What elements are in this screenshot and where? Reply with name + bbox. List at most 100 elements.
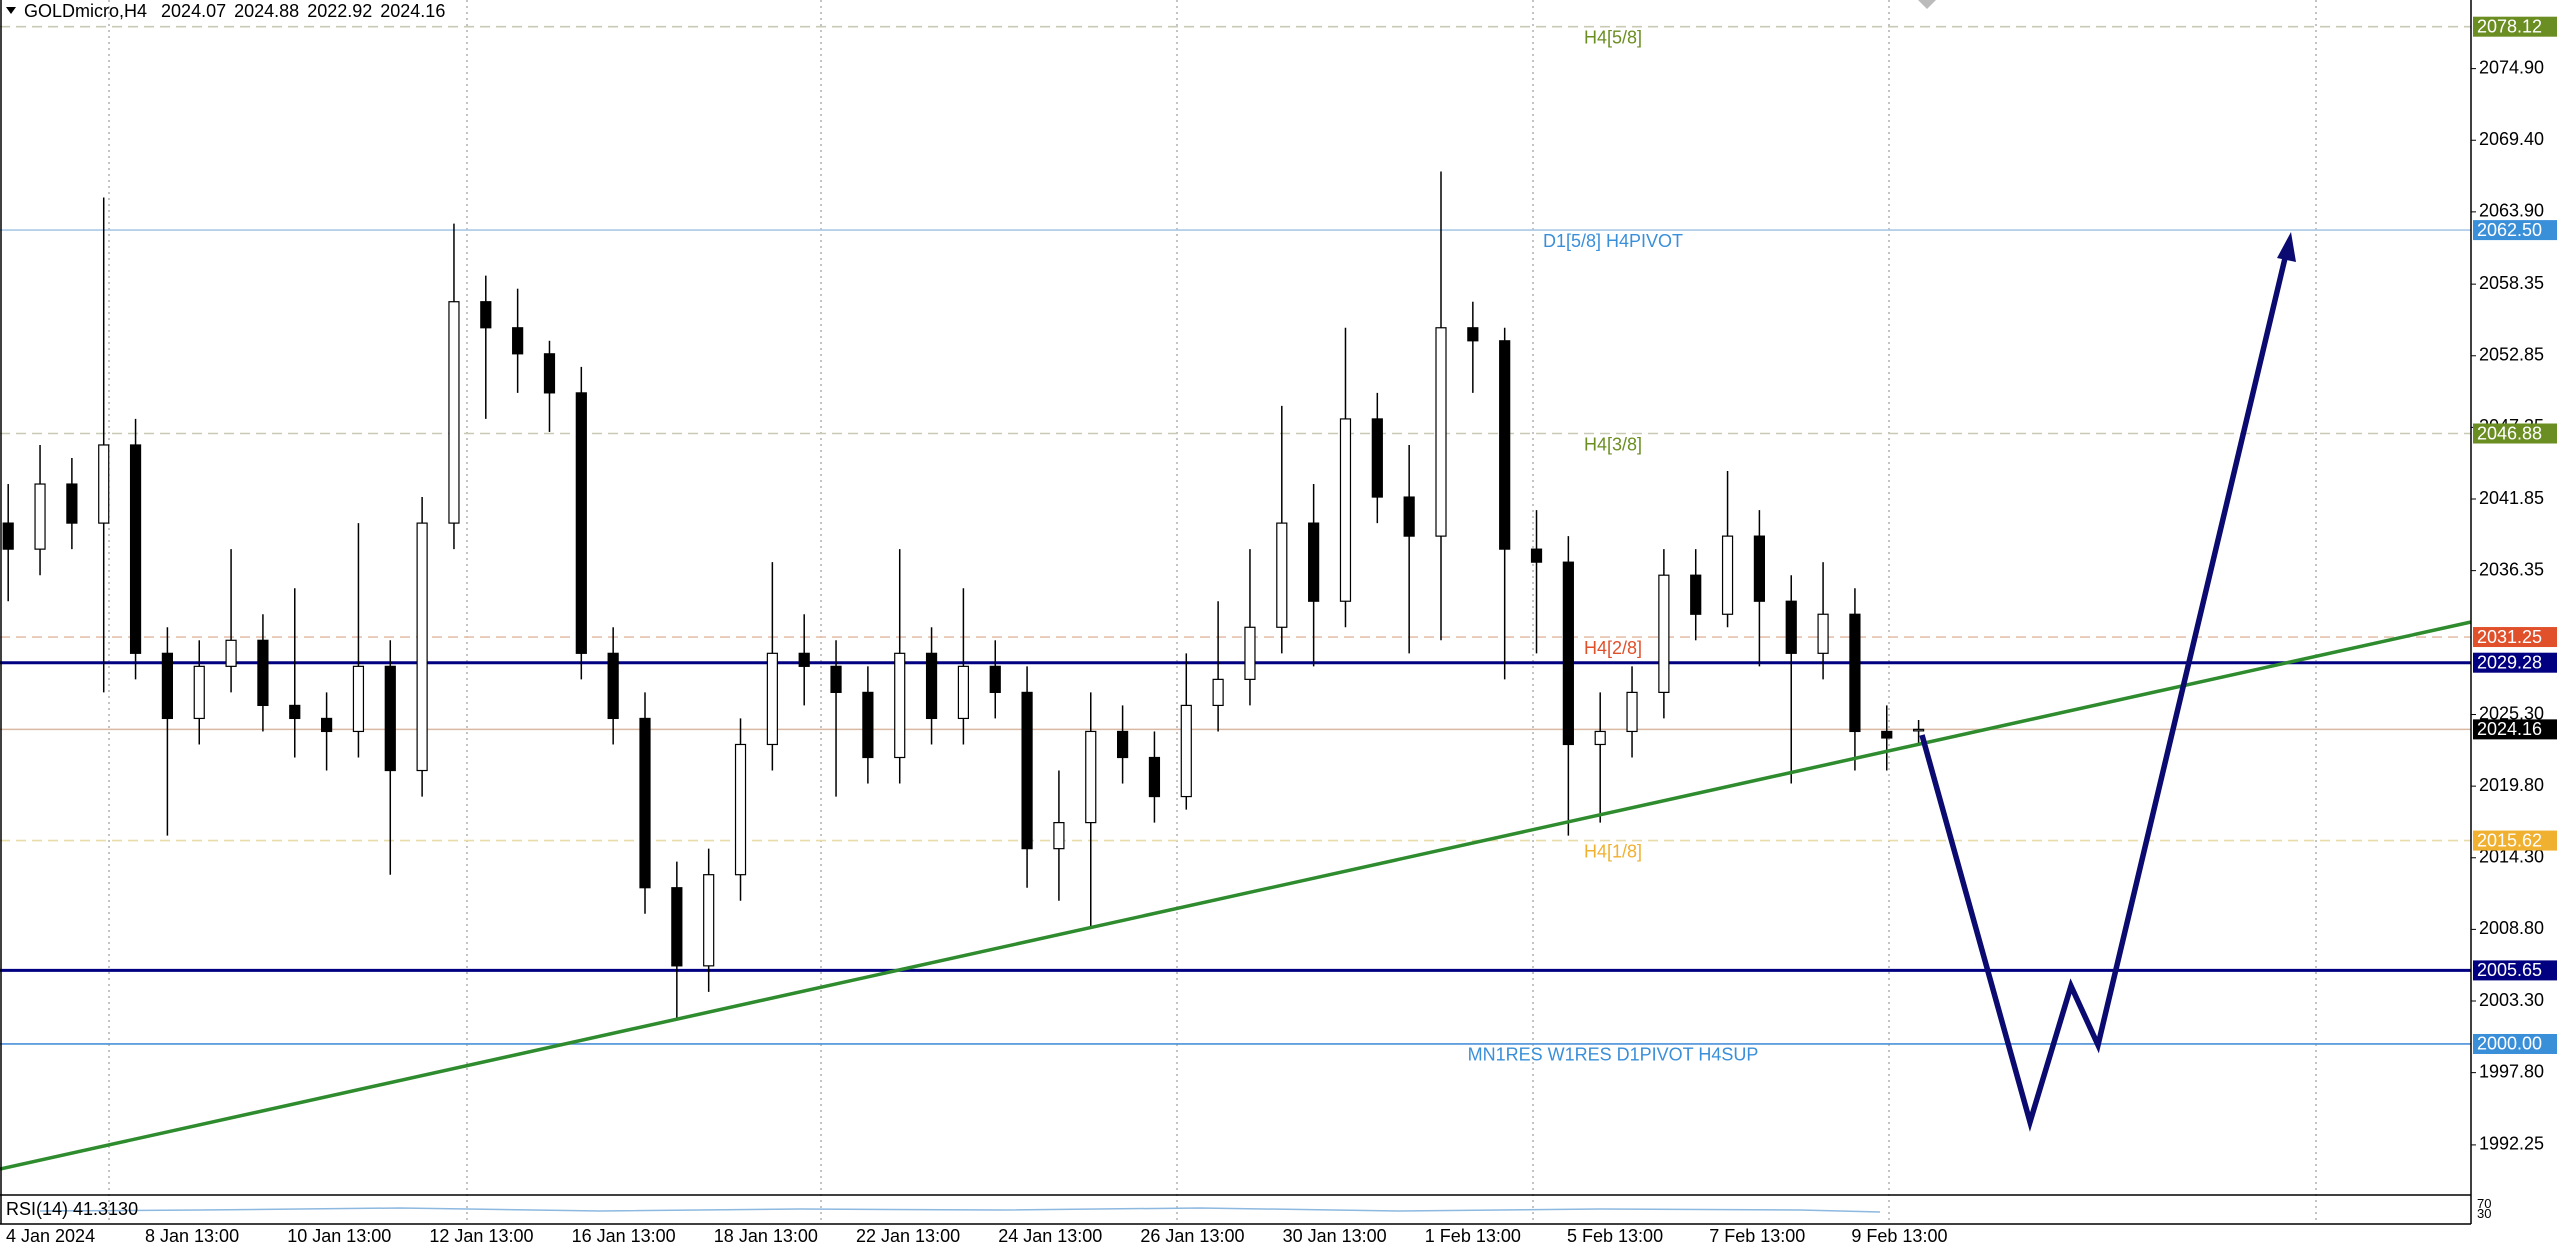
y-tick-label: 2074.90: [2479, 57, 2544, 77]
header: GOLDmicro,H4 2024.07 2024.88 2022.92 2024.16: [24, 1, 445, 21]
candle-body: [575, 392, 587, 654]
candle-body: [1467, 327, 1479, 342]
candle-body: [1690, 574, 1702, 615]
candle-body: [734, 743, 747, 876]
level-label: 2078.12: [2477, 16, 2542, 36]
candle-body: [384, 665, 396, 772]
candle-body: [1053, 822, 1065, 850]
candle-body: [766, 652, 778, 746]
y-tick-label: 2058.35: [2479, 273, 2544, 293]
y-tick-label: 2008.80: [2479, 918, 2544, 938]
level-label-bg: [2473, 423, 2557, 444]
candle-body: [703, 874, 715, 967]
candle-body: [1594, 730, 1606, 746]
current-price-bg: [2473, 719, 2557, 740]
candle-body: [671, 887, 683, 967]
level-label: 2000.00: [2477, 1034, 2542, 1054]
level-label-bg: [2473, 1033, 2557, 1054]
y-tick-label: 2025.30: [2479, 703, 2544, 723]
level-text: H4[1/8]: [1584, 841, 1642, 861]
candle-body: [957, 665, 970, 720]
candle-body: [1116, 730, 1129, 759]
candle-body: [1721, 535, 1734, 615]
candle-body: [1180, 704, 1192, 798]
candle-body: [894, 652, 906, 759]
candle-body: [1148, 756, 1161, 798]
candle-body: [225, 639, 237, 667]
candle-body: [1403, 496, 1415, 537]
y-tick-label: 2014.30: [2479, 847, 2544, 867]
x-tick-label: 16 Jan 13:00: [572, 1226, 676, 1246]
y-tick-label: 2041.85: [2479, 488, 2544, 508]
candle-body: [98, 444, 110, 524]
y-tick-label: 2019.80: [2479, 775, 2544, 795]
x-tick-label: 30 Jan 13:00: [1283, 1226, 1387, 1246]
candle-body: [1753, 535, 1766, 602]
candle-body: [989, 665, 1001, 693]
x-tick-label: 9 Feb 13:00: [1851, 1226, 1947, 1246]
x-tick-label: 1 Feb 13:00: [1425, 1226, 1521, 1246]
rsi-level-label: 30: [2477, 1206, 2491, 1221]
x-tick-label: 4 Jan 2024: [6, 1226, 95, 1246]
candle-body: [1085, 730, 1097, 824]
level-label: 2062.50: [2477, 220, 2542, 240]
level-text: D1[5/8] H4PIVOT: [1543, 231, 1683, 251]
candle-body: [448, 301, 460, 524]
level-text: H4[3/8]: [1584, 434, 1642, 454]
candle-body: [607, 652, 619, 720]
level-label-bg: [2473, 220, 2557, 241]
candle-body: [1499, 340, 1511, 550]
level-label: 2046.88: [2477, 423, 2542, 443]
level-label-bg: [2473, 652, 2557, 673]
candle-body: [830, 665, 842, 693]
candle-body: [639, 717, 651, 889]
candle-body: [1371, 418, 1383, 498]
arrow-head: [2277, 232, 2296, 262]
current-price-label: 2024.16: [2477, 719, 2542, 739]
candle-body: [480, 301, 492, 329]
trendline: [0, 620, 2472, 1171]
candle-body: [2, 522, 14, 550]
candle-body: [1435, 327, 1447, 537]
marker: [1918, 0, 1936, 9]
level-text: H4[5/8]: [1584, 27, 1642, 47]
candle-body: [1244, 626, 1256, 680]
forecast-arrow: [1919, 253, 2289, 1132]
x-tick-label: 24 Jan 13:00: [998, 1226, 1102, 1246]
candle-body: [1626, 691, 1638, 733]
y-tick-label: 2003.30: [2479, 990, 2544, 1010]
level-label-bg: [2473, 960, 2557, 981]
candle-body: [1308, 522, 1320, 602]
candle-body: [543, 353, 556, 394]
candle-body: [1212, 678, 1224, 707]
candle-body: [862, 691, 874, 759]
candle-body: [416, 522, 428, 772]
rsi-label: RSI(14) 41.3130: [6, 1199, 138, 1219]
x-tick-label: 7 Feb 13:00: [1709, 1226, 1805, 1246]
rsi-line: [39, 1207, 1881, 1213]
y-tick-label: 2069.40: [2479, 129, 2544, 149]
candle-body: [1912, 728, 1925, 732]
x-tick-label: 5 Feb 13:00: [1567, 1226, 1663, 1246]
y-tick-label: 2052.85: [2479, 345, 2544, 365]
candle-body: [1339, 418, 1352, 602]
level-text: MN1RES W1RES D1PIVOT H4SUP: [1468, 1045, 1759, 1065]
candle-body: [798, 652, 810, 667]
header-icon: [6, 7, 16, 14]
candle-body: [289, 704, 301, 720]
candle-body: [1530, 548, 1543, 563]
x-tick-label: 22 Jan 13:00: [856, 1226, 960, 1246]
y-tick-label: 1992.25: [2479, 1134, 2544, 1154]
candle-body: [1881, 730, 1893, 739]
candle-body: [257, 639, 269, 707]
x-tick-label: 26 Jan 13:00: [1140, 1226, 1244, 1246]
candle-body: [1021, 691, 1033, 850]
x-tick-label: 10 Jan 13:00: [287, 1226, 391, 1246]
candle-body: [1276, 522, 1288, 628]
y-tick-label: 1997.80: [2479, 1061, 2544, 1081]
candle-body: [1849, 613, 1861, 733]
candle-body: [925, 652, 938, 720]
rsi-level-label: 70: [2477, 1196, 2491, 1211]
x-tick-label: 8 Jan 13:00: [145, 1226, 239, 1246]
